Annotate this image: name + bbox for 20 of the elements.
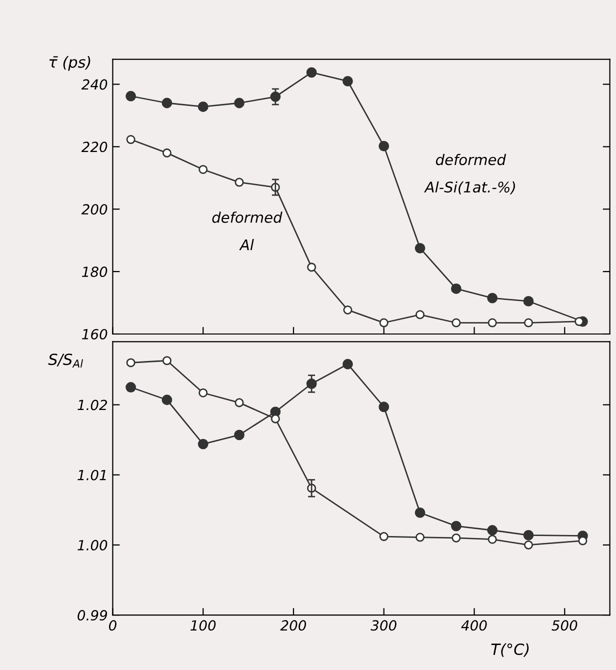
y-tick-label: 1.01 — [78, 470, 106, 480]
series-label: deformed Al-Si(1at.-%) — [424, 154, 515, 194]
x-tick-label: 300 — [370, 620, 396, 631]
x-tick-label: 0 — [109, 620, 116, 631]
x-tick-label: 200 — [280, 620, 306, 631]
y-tick-label: 240 — [81, 79, 108, 90]
y-axis-title: S/S$_{Al}$ — [48, 354, 84, 368]
y-axis-title: τ̄ (ps) — [49, 56, 90, 71]
x-axis-title: T(°C) — [491, 643, 529, 657]
x-tick-label: 500 — [552, 620, 578, 631]
y-tick-label: 1.02 — [78, 400, 108, 410]
y-tick-label: 180 — [82, 266, 108, 278]
y-tick-label: 220 — [81, 142, 108, 152]
series-label: deformed Al — [212, 212, 282, 250]
x-tick-label: 400 — [461, 620, 487, 631]
x-tick-label: 100 — [190, 620, 216, 631]
y-tick-label: 200 — [81, 204, 108, 215]
y-tick-label: 1.00 — [78, 540, 108, 550]
y-tick-label: 160 — [82, 328, 108, 340]
y-tick-label: 0.99 — [78, 610, 108, 621]
